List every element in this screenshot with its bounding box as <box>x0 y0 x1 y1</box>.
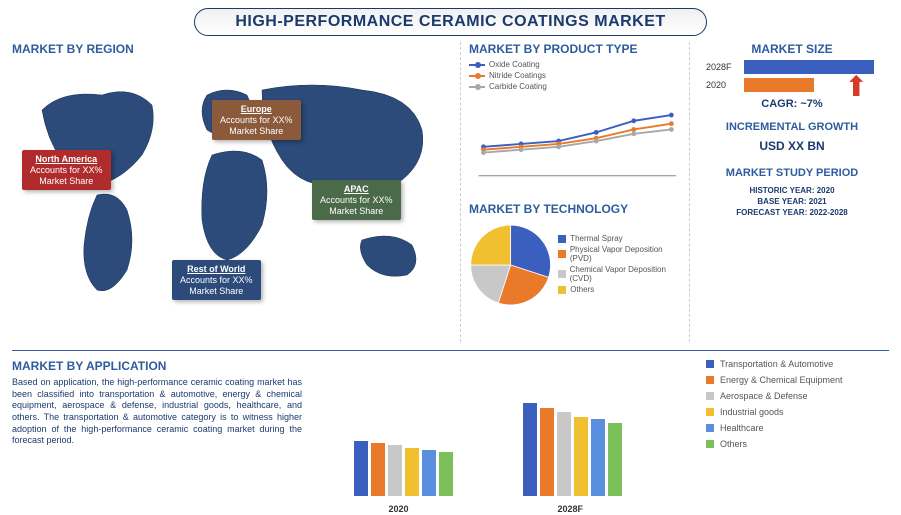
bar <box>422 450 436 496</box>
top-row: MARKET BY REGION North AmericaAccounts f… <box>12 42 889 342</box>
application-text: Based on application, the high-performan… <box>12 377 302 447</box>
bar <box>591 419 605 496</box>
app-text-block: MARKET BY APPLICATION Based on applicati… <box>12 359 302 514</box>
legend-item: Aerospace & Defense <box>706 391 886 401</box>
page-title: HIGH-PERFORMANCE CERAMIC COATINGS MARKET <box>194 8 706 36</box>
legend-item: Healthcare <box>706 423 886 433</box>
legend-item: Chemical Vapor Deposition (CVD) <box>558 265 681 283</box>
legend-item: Thermal Spray <box>558 234 681 243</box>
tech-legend: Thermal Spray Physical Vapor Deposition (… <box>558 234 681 296</box>
product-line-chart <box>469 97 681 187</box>
period-lines: HISTORIC YEAR: 2020BASE YEAR: 2021FORECA… <box>706 185 878 219</box>
region-label: North AmericaAccounts for XX%Market Shar… <box>22 150 111 190</box>
divider <box>12 350 889 351</box>
title-banner: HIGH-PERFORMANCE CERAMIC COATINGS MARKET <box>12 8 889 36</box>
legend-item: Nitride Coatings <box>469 71 681 80</box>
region-label: EuropeAccounts for XX%Market Share <box>212 100 301 140</box>
region-title: MARKET BY REGION <box>12 42 452 56</box>
region-label: APACAccounts for XX%Market Share <box>312 180 401 220</box>
application-legend: Transportation & Automotive Energy & Chem… <box>706 359 886 514</box>
legend-item: Others <box>558 285 681 294</box>
incremental-value: USD XX BN <box>706 139 878 153</box>
product-title: MARKET BY PRODUCT TYPE <box>469 42 681 56</box>
bar <box>371 443 385 496</box>
cagr-text: CAGR: ~7% <box>761 98 822 110</box>
bar <box>608 423 622 496</box>
legend-item: Physical Vapor Deposition (PVD) <box>558 245 681 263</box>
region-panel: MARKET BY REGION North AmericaAccounts f… <box>12 42 452 342</box>
legend-item: Energy & Chemical Equipment <box>706 375 886 385</box>
bar <box>540 408 554 496</box>
legend-item: Oxide Coating <box>469 60 681 69</box>
marketsize-title: MARKET SIZE <box>706 42 878 56</box>
region-label: Rest of WorldAccounts for XX%Market Shar… <box>172 260 261 300</box>
axis-label: 2020 <box>389 504 409 514</box>
legend-item: Carbide Coating <box>469 82 681 91</box>
legend-item: Others <box>706 439 886 449</box>
arrow-up-icon: ⬆ <box>845 71 868 102</box>
bar <box>405 448 419 496</box>
application-title: MARKET BY APPLICATION <box>12 359 302 373</box>
pie-wrap: Thermal Spray Physical Vapor Deposition (… <box>469 220 681 310</box>
bar <box>439 452 453 496</box>
period-title: MARKET STUDY PERIOD <box>706 167 878 179</box>
tech-title: MARKET BY TECHNOLOGY <box>469 202 681 216</box>
product-legend: Oxide Coating Nitride Coatings Carbide Coa… <box>469 60 681 91</box>
application-bar-chart: 2020 2028F <box>314 359 694 514</box>
tech-pie-chart <box>469 220 552 310</box>
incremental-title: INCREMENTAL GROWTH <box>706 121 878 133</box>
bar <box>354 441 368 496</box>
legend-item: Transportation & Automotive <box>706 359 886 369</box>
bar <box>523 403 537 497</box>
bottom-row: MARKET BY APPLICATION Based on applicati… <box>12 359 889 514</box>
legend-item: Industrial goods <box>706 407 886 417</box>
bar <box>574 417 588 496</box>
middle-col: MARKET BY PRODUCT TYPE Oxide Coating Nitr… <box>460 42 690 342</box>
bar-group <box>354 441 453 496</box>
axis-label: 2028F <box>558 504 584 514</box>
right-col: MARKET SIZE 2028F2020 CAGR: ~7% ⬆ INCREM… <box>698 42 878 342</box>
bar <box>557 412 571 496</box>
bar-group <box>523 403 622 497</box>
bar <box>388 445 402 496</box>
world-map: North AmericaAccounts for XX%Market Shar… <box>12 60 452 320</box>
